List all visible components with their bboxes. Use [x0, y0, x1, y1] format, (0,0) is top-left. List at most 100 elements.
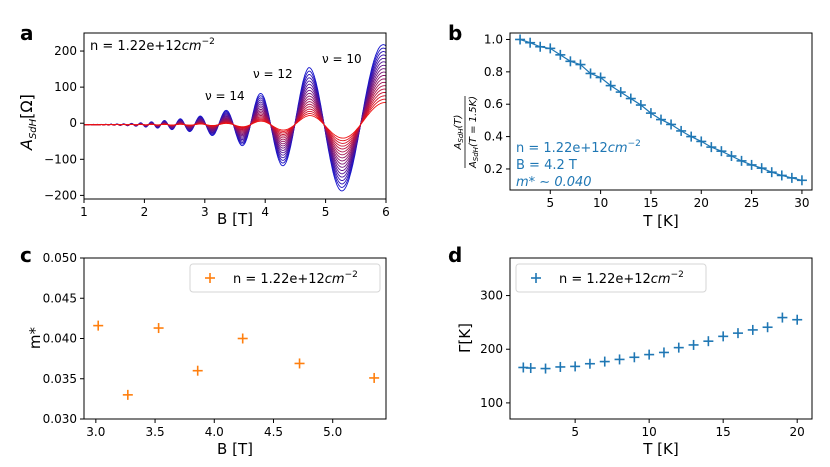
b-xtick-label: 15	[643, 196, 658, 210]
b-data-point	[615, 87, 626, 98]
a-series-curve	[84, 71, 386, 165]
b-data-point	[716, 146, 727, 157]
c-ytick-label: 0.045	[43, 291, 77, 305]
panel-label-c: c	[20, 243, 32, 267]
d-data-point	[673, 342, 684, 353]
a-series-curve	[84, 44, 386, 192]
d-legend-unit: cm	[651, 272, 671, 287]
a-series-curve	[84, 98, 386, 142]
d-yticks: 100 200 300	[480, 289, 510, 410]
c-xtick-label: 5.0	[323, 425, 342, 439]
a-annotation-nu12: ν = 12	[253, 67, 293, 81]
d-data-point	[777, 312, 788, 323]
b-ytick-label: 0.2	[484, 162, 503, 176]
a-ylabel-main: A	[17, 139, 36, 151]
b-data-point	[726, 151, 737, 162]
c-ytick-label: 0.040	[43, 332, 77, 346]
d-frame	[509, 257, 813, 420]
b-data-point	[625, 93, 636, 104]
a-xticks: 1 2 3 4 5 6	[80, 199, 390, 219]
a-density-main: n = 1.22e+12	[90, 39, 182, 54]
b-data-point	[585, 68, 596, 79]
d-points	[518, 312, 803, 374]
b-data-point	[666, 119, 677, 130]
c-xtick-label: 3.0	[86, 425, 105, 439]
b-data-point	[565, 56, 576, 67]
b-ylabel: ASdH(T) ASdH(T = 1.5K)	[453, 96, 480, 169]
a-xtick-label: 1	[80, 205, 88, 219]
c-legend-marker	[205, 273, 215, 283]
b-xtick-label: 20	[694, 196, 709, 210]
d-legend-main: n = 1.22e+12	[559, 272, 651, 287]
d-data-point	[718, 331, 729, 342]
c-legend-box	[189, 263, 381, 293]
d-data-point	[703, 336, 714, 347]
c-data-point	[93, 320, 104, 331]
b-xtick-label: 30	[794, 196, 809, 210]
c-xlabel: B [T]	[217, 440, 253, 458]
b-info-field: B = 4.2 T	[516, 158, 577, 173]
a-annotation-nu14: ν = 14	[205, 89, 245, 103]
a-xtick-label: 5	[322, 205, 330, 219]
b-data-point	[545, 43, 556, 54]
a-ytick-label: 100	[54, 80, 77, 94]
a-ytick-label: 0	[69, 116, 77, 130]
d-data-point	[688, 339, 699, 350]
b-xticks: 5 10 15 20 25 30	[546, 190, 810, 210]
d-legend-marker	[531, 273, 541, 283]
b-ytick-label: 0.6	[484, 97, 503, 111]
d-xtick-label: 20	[790, 425, 805, 439]
c-legend-unit: cm	[325, 272, 345, 287]
b-info-density-main: n = 1.22e+12	[516, 141, 608, 156]
b-info-mass: m* ∼ 0.040	[516, 175, 592, 190]
b-data-point	[656, 114, 666, 125]
a-density-exp: −2	[202, 37, 215, 47]
b-data-point	[575, 59, 586, 70]
a-xlabel: B [T]	[217, 210, 253, 228]
d-data-point	[644, 349, 655, 360]
a-yticks: −200 −100 0 100 200	[44, 44, 84, 202]
c-ytick-label: 0.050	[43, 251, 77, 265]
d-data-point	[747, 324, 758, 335]
panel-label-b: b	[448, 21, 462, 45]
d-data-point	[555, 361, 566, 372]
c-legend: n = 1.22e+12cm−2	[189, 263, 381, 293]
d-ytick-label: 200	[480, 342, 503, 356]
a-ytick-label: −200	[44, 188, 77, 202]
c-legend-text: n = 1.22e+12cm−2	[233, 270, 358, 287]
b-info-density: n = 1.22e+12cm−2	[516, 139, 641, 156]
a-annotation-nu10: ν = 10	[322, 52, 362, 66]
c-data-point	[192, 365, 203, 376]
d-xtick-label: 15	[716, 425, 731, 439]
d-xtick-label: 10	[642, 425, 657, 439]
b-info-density-unit: cm	[608, 141, 628, 156]
b-xtick-label: 10	[593, 196, 608, 210]
a-ylabel-unit: [Ω]	[17, 94, 36, 119]
a-series-curve	[84, 102, 386, 139]
d-data-point	[525, 363, 536, 374]
panel-label-d: d	[448, 243, 462, 267]
b-data-point	[756, 163, 767, 174]
c-data-point	[369, 372, 380, 383]
panel-d: 5 10 15 20 100 200 300 T [K] Γ[K] n = 1.22e+1…	[456, 257, 813, 458]
c-data-point	[153, 323, 164, 334]
d-ytick-label: 300	[480, 289, 503, 303]
d-ylabel: Γ[K]	[456, 323, 474, 353]
b-ytick-label: 0.8	[484, 65, 503, 79]
a-series-curve	[84, 68, 386, 168]
b-data-point	[676, 125, 687, 136]
c-xtick-label: 4.5	[264, 425, 283, 439]
panel-c: 3.0 3.5 4.0 4.5 5.0 0.030 0.035 0.040 0.045 0.05…	[26, 251, 387, 458]
a-ytick-label: −100	[44, 152, 77, 166]
a-series-curve	[84, 57, 386, 178]
d-ytick-label: 100	[480, 396, 503, 410]
b-data-point	[645, 108, 656, 119]
d-legend-box	[515, 263, 707, 293]
b-info-density-exp: −2	[628, 139, 641, 149]
d-data-point	[732, 328, 743, 339]
b-ytick-label: 0.4	[484, 130, 503, 144]
b-xlabel: T [K]	[642, 212, 678, 230]
b-ylabel-num: ASdH(T)	[453, 115, 465, 151]
a-series-curve	[84, 54, 386, 181]
b-yticks: 0.2 0.4 0.6 0.8 1.0	[484, 32, 510, 176]
